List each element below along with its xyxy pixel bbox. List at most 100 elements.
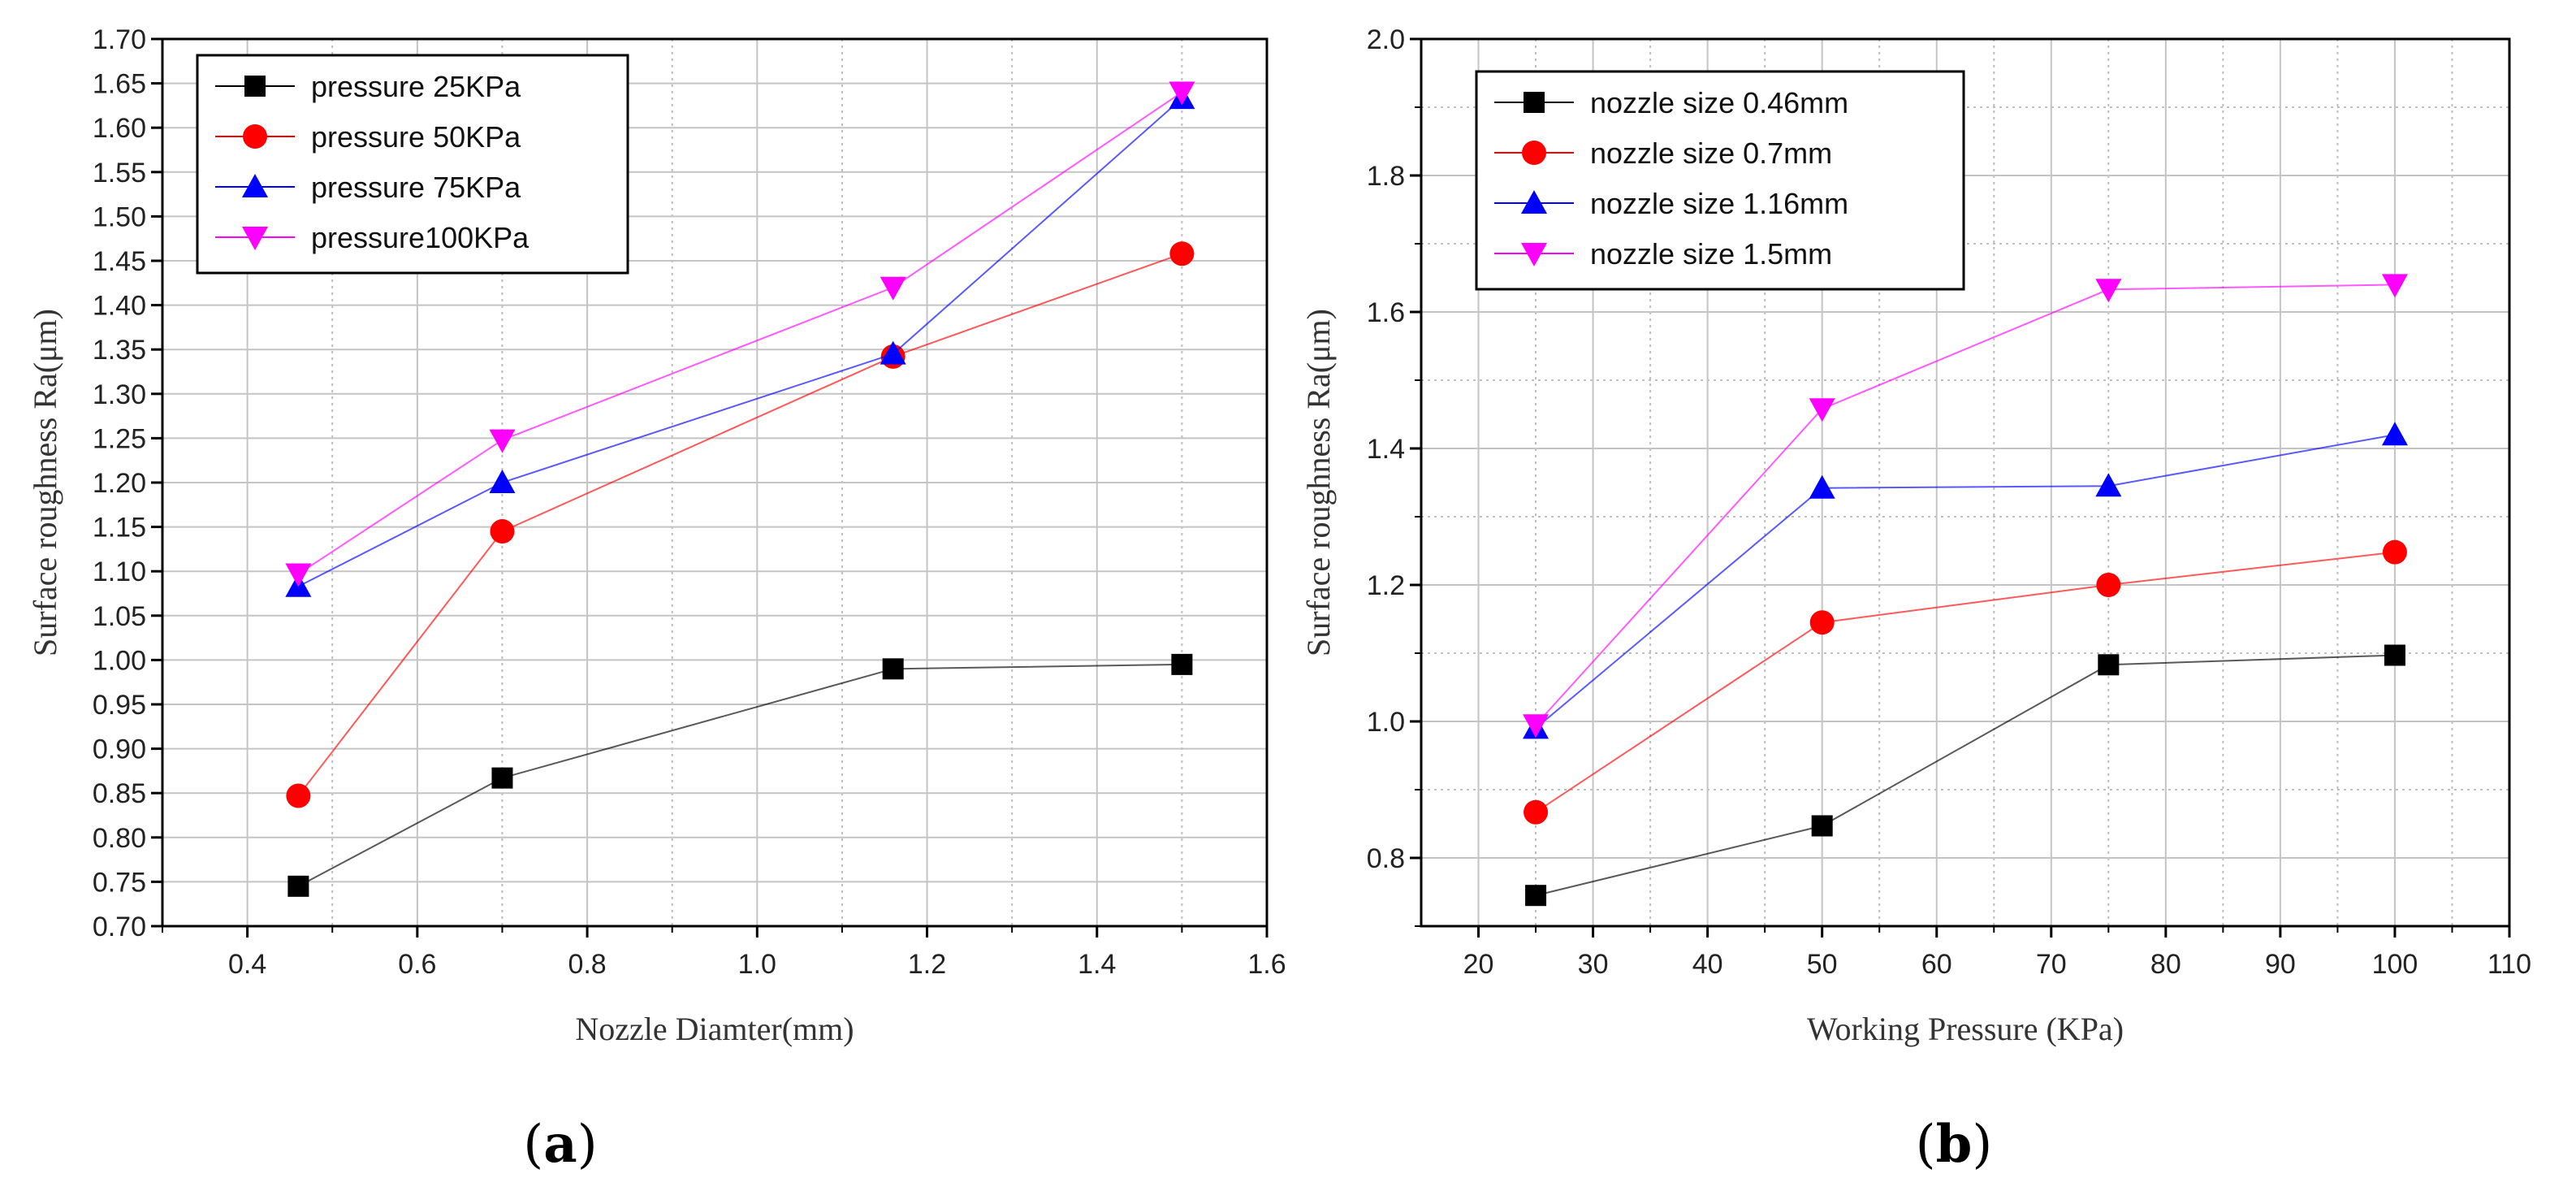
x-tick-label: 70 bbox=[2036, 949, 2067, 980]
data-point bbox=[1169, 241, 1195, 266]
y-tick-label: 0.8 bbox=[1367, 843, 1405, 874]
legend-label: nozzle size 0.7mm bbox=[1590, 136, 1832, 170]
y-tick-label: 1.65 bbox=[93, 69, 146, 100]
series-line bbox=[1535, 551, 2396, 813]
data-point bbox=[1809, 610, 1835, 635]
legend-item: nozzle size 1.16mm bbox=[1494, 187, 1848, 220]
y-tick-label: 1.20 bbox=[93, 468, 146, 499]
legend-item: nozzle size 0.7mm bbox=[1494, 136, 1832, 170]
data-point bbox=[1809, 398, 1835, 422]
y-axis-title: Surface roughness Ra(μm) bbox=[27, 309, 63, 656]
data-point bbox=[2095, 473, 2122, 497]
data-point bbox=[286, 783, 311, 808]
series-line bbox=[1535, 284, 2395, 725]
data-point bbox=[1809, 474, 1835, 499]
data-point bbox=[880, 340, 906, 365]
legend-label: nozzle size 1.5mm bbox=[1590, 237, 1832, 271]
y-tick-label: 0.95 bbox=[93, 690, 146, 721]
legend-label: nozzle size 0.46mm bbox=[1590, 86, 1848, 119]
legend-item: pressure 25KPa bbox=[215, 70, 521, 103]
series-nozzle-size-0-7mm bbox=[1524, 539, 2407, 825]
data-point bbox=[880, 276, 906, 301]
x-axis-title: Working Pressure (KPa) bbox=[1807, 1011, 2124, 1047]
series-pressure-25kpa bbox=[287, 653, 1193, 897]
y-tick-label: 1.60 bbox=[93, 113, 146, 144]
legend-item: pressure100KPa bbox=[215, 221, 529, 254]
y-tick-label: 1.2 bbox=[1367, 570, 1405, 601]
y-tick-label: 1.15 bbox=[93, 513, 146, 544]
x-tick-label: 50 bbox=[1807, 949, 1838, 980]
data-point bbox=[2095, 279, 2122, 303]
y-tick-label: 1.40 bbox=[93, 291, 146, 322]
y-tick-label: 1.70 bbox=[93, 24, 146, 55]
series-nozzle-size-0-46mm bbox=[1525, 644, 2405, 907]
x-tick-label: 80 bbox=[2150, 949, 2181, 980]
legend-item: nozzle size 1.5mm bbox=[1494, 237, 1832, 271]
x-tick-label: 1.6 bbox=[1247, 949, 1286, 980]
data-point bbox=[489, 470, 516, 493]
legend-label: pressure 25KPa bbox=[311, 70, 521, 103]
legend: nozzle size 0.46mm nozzle size 0.7mm nozzl… bbox=[1475, 70, 1965, 291]
y-tick-label: 1.25 bbox=[93, 423, 146, 454]
x-tick-label: 1.4 bbox=[1078, 949, 1116, 980]
y-tick-label: 0.85 bbox=[93, 778, 146, 809]
x-tick-label: 100 bbox=[2372, 949, 2418, 980]
data-point bbox=[2381, 274, 2408, 298]
y-tick-label: 1.8 bbox=[1367, 161, 1405, 192]
data-point bbox=[2384, 644, 2405, 666]
series-line bbox=[297, 91, 1182, 575]
data-point bbox=[1523, 714, 1549, 738]
y-tick-label: 0.70 bbox=[93, 912, 146, 942]
data-point bbox=[489, 429, 516, 453]
series-pressure100kpa bbox=[285, 81, 1195, 587]
series-line bbox=[1535, 434, 2396, 730]
legend-label: nozzle size 1.16mm bbox=[1590, 187, 1848, 220]
x-tick-label: 1.0 bbox=[738, 949, 776, 980]
chart-b: 20 30 40 50 60 70 80 90 100 110 0.8 1.0 1.2 1.4 1.6 1.8… bbox=[1300, 24, 2531, 1175]
panel-letter: a bbox=[543, 1114, 577, 1175]
x-tick-label: 110 bbox=[2487, 949, 2531, 980]
y-tick-label: 0.80 bbox=[93, 823, 146, 854]
y-tick-label: 1.35 bbox=[93, 335, 146, 366]
legend-label: pressure 50KPa bbox=[311, 120, 521, 154]
y-axis-title: Surface roughness Ra(μm) bbox=[1300, 309, 1337, 656]
series-line bbox=[1535, 654, 2395, 897]
y-tick-label: 1.45 bbox=[93, 246, 146, 277]
y-tick-label: 1.10 bbox=[93, 557, 146, 587]
data-point bbox=[490, 519, 515, 544]
series-line bbox=[297, 97, 1183, 587]
x-tick-label: 1.2 bbox=[908, 949, 946, 980]
data-point bbox=[287, 875, 309, 897]
y-tick-label: 1.50 bbox=[93, 201, 146, 232]
legend-marker bbox=[1521, 190, 1547, 214]
legend-label: pressure 75KPa bbox=[311, 171, 521, 204]
data-point bbox=[2381, 422, 2408, 446]
x-tick-label: 0.4 bbox=[228, 949, 266, 980]
x-tick-label: 20 bbox=[1463, 949, 1494, 980]
data-point bbox=[285, 563, 312, 587]
y-tick-label: 1.55 bbox=[93, 158, 146, 188]
data-point bbox=[1811, 815, 1833, 837]
y-tick-label: 1.00 bbox=[93, 645, 146, 676]
legend-marker bbox=[1521, 243, 1547, 266]
data-point bbox=[2098, 654, 2120, 676]
y-tick-label: 2.0 bbox=[1367, 24, 1405, 55]
panel-label: (b) bbox=[1916, 1114, 1993, 1175]
data-point bbox=[1525, 885, 1547, 907]
data-point bbox=[2382, 539, 2407, 565]
data-point bbox=[2096, 573, 2121, 597]
y-tick-label: 1.0 bbox=[1367, 707, 1405, 738]
legend-label: pressure100KPa bbox=[311, 221, 529, 254]
x-tick-label: 0.8 bbox=[568, 949, 606, 980]
x-tick-label: 90 bbox=[2265, 949, 2296, 980]
legend-marker bbox=[244, 76, 266, 97]
y-tick-label: 1.30 bbox=[93, 379, 146, 410]
series-nozzle-size-1-16mm bbox=[1523, 422, 2408, 739]
data-point bbox=[882, 658, 904, 680]
legend-item: nozzle size 0.46mm bbox=[1494, 86, 1848, 119]
x-tick-label: 30 bbox=[1578, 949, 1609, 980]
legend-item: pressure 75KPa bbox=[215, 171, 521, 204]
y-tick-label: 1.05 bbox=[93, 601, 146, 632]
data-point bbox=[1524, 799, 1549, 825]
x-axis-title: Nozzle Diamter(mm) bbox=[575, 1011, 854, 1047]
